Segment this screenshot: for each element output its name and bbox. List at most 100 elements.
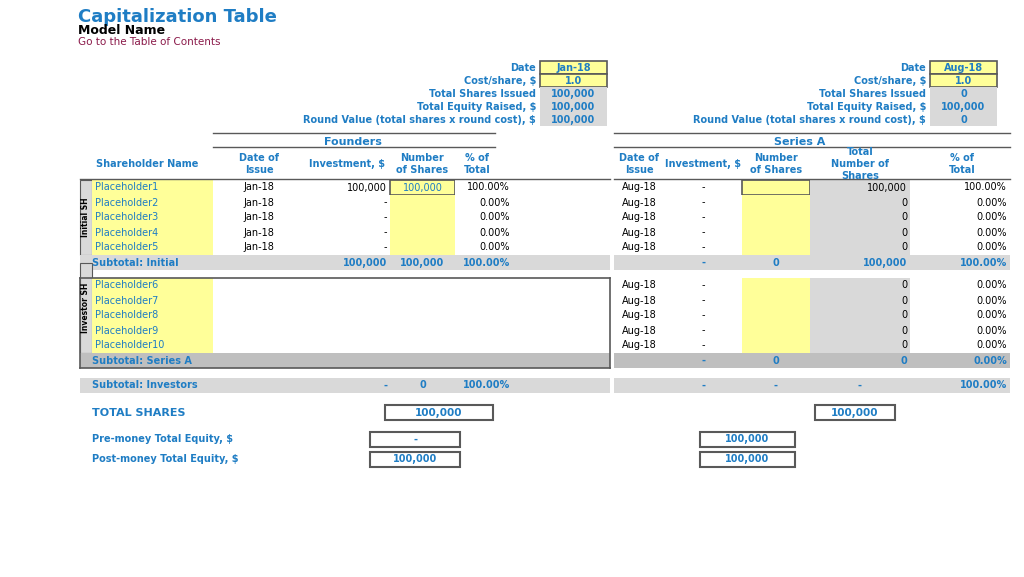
Bar xyxy=(665,195,742,210)
Bar xyxy=(455,180,513,195)
Bar xyxy=(665,323,742,338)
Bar xyxy=(92,278,213,293)
Text: Jan-18: Jan-18 xyxy=(244,242,274,253)
Text: -: - xyxy=(384,212,387,223)
Bar xyxy=(614,210,665,225)
Bar xyxy=(213,210,305,225)
Bar xyxy=(455,210,513,225)
Bar xyxy=(665,225,742,240)
Bar xyxy=(540,61,607,74)
Bar xyxy=(370,432,460,447)
Bar xyxy=(930,87,997,100)
Text: 0: 0 xyxy=(901,295,907,305)
Text: Round Value (total shares x round cost), $: Round Value (total shares x round cost),… xyxy=(303,115,536,125)
Text: Subtotal: Investors: Subtotal: Investors xyxy=(92,380,198,391)
Text: Placeholder8: Placeholder8 xyxy=(95,310,159,320)
Text: 100,000: 100,000 xyxy=(725,455,770,464)
Text: Aug-18: Aug-18 xyxy=(623,212,656,223)
Bar xyxy=(614,338,665,353)
Text: Date: Date xyxy=(510,63,536,73)
Text: Subtotal: Initial: Subtotal: Initial xyxy=(92,257,178,268)
Text: Series A: Series A xyxy=(774,137,825,147)
Text: -: - xyxy=(701,355,706,365)
Text: Aug-18: Aug-18 xyxy=(623,340,656,350)
Text: 0: 0 xyxy=(901,340,907,350)
Bar xyxy=(614,308,665,323)
Text: 100,000: 100,000 xyxy=(941,102,986,112)
Text: -: - xyxy=(701,242,706,253)
Bar xyxy=(92,225,213,240)
Text: Investment, $: Investment, $ xyxy=(309,159,385,169)
Bar xyxy=(910,195,1010,210)
Bar xyxy=(614,323,665,338)
Bar xyxy=(810,225,910,240)
Bar xyxy=(213,278,513,293)
Text: 100,000: 100,000 xyxy=(725,434,770,444)
Bar xyxy=(700,452,795,467)
Text: Date: Date xyxy=(900,63,926,73)
Text: -: - xyxy=(701,257,706,268)
Text: Aug-18: Aug-18 xyxy=(623,295,656,305)
Text: 0: 0 xyxy=(900,355,907,365)
Text: TOTAL SHARES: TOTAL SHARES xyxy=(92,407,185,418)
Text: Total
Number of
Shares: Total Number of Shares xyxy=(831,147,889,181)
Text: Date of
Issue: Date of Issue xyxy=(618,153,659,175)
Bar xyxy=(910,338,1010,353)
Text: 0.00%: 0.00% xyxy=(977,340,1007,350)
Bar xyxy=(213,195,305,210)
Text: 0.00%: 0.00% xyxy=(973,355,1007,365)
Bar xyxy=(742,308,810,323)
Bar xyxy=(80,353,610,368)
Text: Placeholder3: Placeholder3 xyxy=(95,212,159,223)
Text: Total Shares Issued: Total Shares Issued xyxy=(819,89,926,99)
Bar xyxy=(742,240,810,255)
Bar xyxy=(910,293,1010,308)
Text: -: - xyxy=(701,380,706,391)
Bar xyxy=(742,210,810,225)
Text: Aug-18: Aug-18 xyxy=(623,227,656,238)
Bar xyxy=(92,308,213,323)
Text: Capitalization Table: Capitalization Table xyxy=(78,8,276,26)
Text: Total Equity Raised, $: Total Equity Raised, $ xyxy=(807,102,926,112)
Text: Number
of Shares: Number of Shares xyxy=(750,153,802,175)
Text: 0: 0 xyxy=(773,355,779,365)
Text: -: - xyxy=(384,227,387,238)
Text: 100,000: 100,000 xyxy=(393,455,437,464)
Text: Placeholder9: Placeholder9 xyxy=(95,325,159,335)
Text: 0: 0 xyxy=(961,115,967,125)
Text: 0: 0 xyxy=(961,89,967,99)
Text: Aug-18: Aug-18 xyxy=(623,242,656,253)
Bar xyxy=(910,210,1010,225)
Text: 100.00%: 100.00% xyxy=(467,182,510,193)
Bar xyxy=(665,240,742,255)
Bar xyxy=(665,338,742,353)
Text: Total Shares Issued: Total Shares Issued xyxy=(429,89,536,99)
Text: Jan-18: Jan-18 xyxy=(244,227,274,238)
Bar xyxy=(213,225,305,240)
Bar xyxy=(213,308,513,323)
Text: Placeholder1: Placeholder1 xyxy=(95,182,159,193)
Text: 100.00%: 100.00% xyxy=(959,380,1007,391)
Bar xyxy=(930,113,997,126)
Bar xyxy=(80,180,92,255)
Bar xyxy=(910,225,1010,240)
Text: Aug-18: Aug-18 xyxy=(623,197,656,208)
Bar xyxy=(80,157,590,179)
Text: 0.00%: 0.00% xyxy=(977,325,1007,335)
Text: 100.00%: 100.00% xyxy=(463,380,510,391)
Text: 0: 0 xyxy=(901,325,907,335)
Text: Jan-18: Jan-18 xyxy=(244,212,274,223)
Text: 0.00%: 0.00% xyxy=(479,197,510,208)
Text: % of
Total: % of Total xyxy=(948,153,976,175)
Bar xyxy=(742,293,810,308)
Bar xyxy=(665,180,742,195)
Bar xyxy=(665,210,742,225)
Bar xyxy=(305,225,390,240)
Text: -: - xyxy=(774,380,778,391)
Bar xyxy=(390,210,455,225)
Text: -: - xyxy=(384,197,387,208)
Text: Placeholder5: Placeholder5 xyxy=(95,242,159,253)
Text: 0.00%: 0.00% xyxy=(977,310,1007,320)
Text: -: - xyxy=(701,280,706,290)
Bar xyxy=(92,210,213,225)
